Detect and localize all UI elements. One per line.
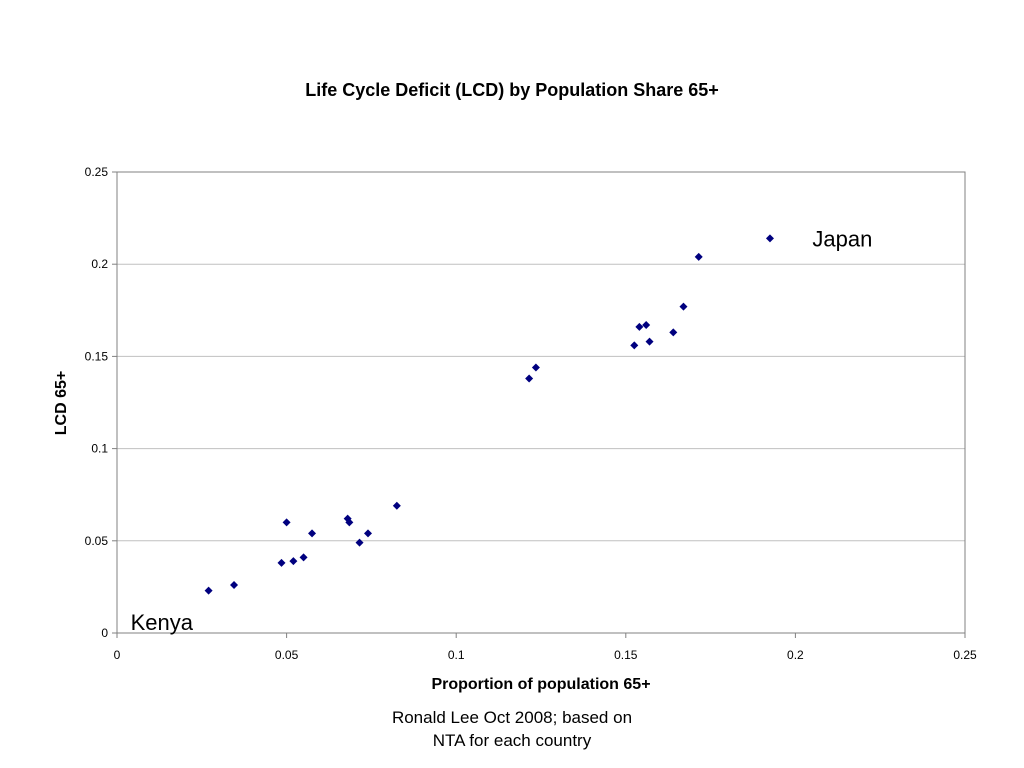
data-point xyxy=(679,302,688,311)
data-point xyxy=(669,328,678,337)
data-point xyxy=(694,252,703,261)
data-point xyxy=(642,321,651,330)
data-point xyxy=(630,341,639,350)
y-tick-label: 0 xyxy=(101,626,108,640)
axis-ticks: 0 0.05 0.1 0.15 0.2 0.25 0 0.05 0.1 0.15 0.2 0.25 xyxy=(85,165,977,662)
data-point xyxy=(645,337,654,346)
y-tick-label: 0.05 xyxy=(85,534,109,548)
x-tick-label: 0.1 xyxy=(448,648,465,662)
data-point xyxy=(308,529,317,538)
x-tick-label: 0.15 xyxy=(614,648,638,662)
grid-lines xyxy=(117,263,965,542)
point-annotation: Japan xyxy=(812,226,872,251)
data-point xyxy=(299,553,308,562)
x-tick-label: 0 xyxy=(114,648,121,662)
source-note: Ronald Lee Oct 2008; based on NTA for ea… xyxy=(312,706,712,752)
data-point xyxy=(282,518,291,527)
data-point xyxy=(355,538,364,547)
y-axis-title: LCD 65+ xyxy=(53,371,70,435)
data-point xyxy=(364,529,373,538)
data-point xyxy=(765,234,774,243)
annotations: Japan Kenya xyxy=(131,226,873,635)
data-point xyxy=(392,501,401,510)
data-points xyxy=(204,234,774,595)
y-tick-label: 0.1 xyxy=(91,442,108,456)
x-tick-label: 0.25 xyxy=(953,648,977,662)
point-annotation: Kenya xyxy=(131,610,194,635)
y-tick-label: 0.2 xyxy=(91,257,108,271)
y-tick-label: 0.25 xyxy=(85,165,109,179)
plot-area-border xyxy=(116,171,966,634)
data-point xyxy=(531,363,540,372)
data-point xyxy=(277,558,286,567)
data-point xyxy=(204,586,213,595)
data-point xyxy=(525,374,534,383)
data-point xyxy=(289,557,298,566)
source-note-line-1: Ronald Lee Oct 2008; based on xyxy=(391,708,633,727)
data-point xyxy=(635,322,644,331)
x-tick-label: 0.2 xyxy=(787,648,804,662)
source-note-line-2: NTA for each country xyxy=(432,731,592,750)
chart-title: Life Cycle Deficit (LCD) by Population S… xyxy=(305,80,719,100)
x-tick-label: 0.05 xyxy=(275,648,299,662)
y-tick-label: 0.15 xyxy=(85,349,109,363)
data-point xyxy=(345,518,354,527)
data-point xyxy=(230,581,239,590)
x-axis-title: Proportion of population 65+ xyxy=(431,676,650,693)
